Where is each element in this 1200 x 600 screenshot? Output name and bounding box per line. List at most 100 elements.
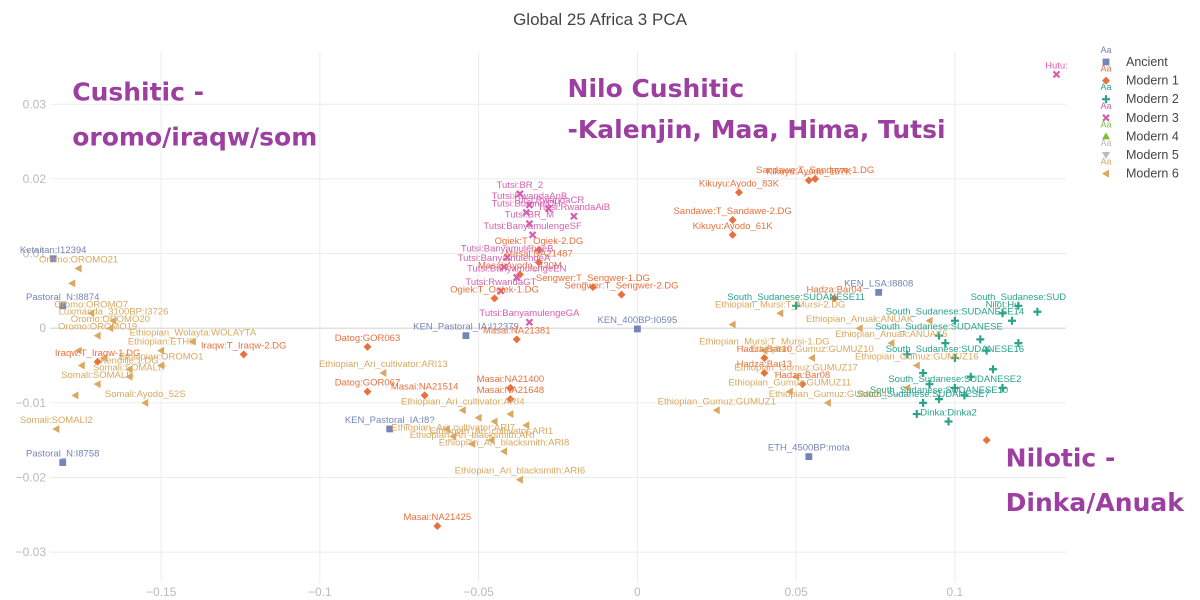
point-label: Ethiopian_Wolayta:WOLAYTA xyxy=(130,328,257,339)
point-label: Iraqw:T_Iraqw-2.DG xyxy=(201,340,287,351)
y-tick-label: 0.01 xyxy=(23,247,47,261)
data-point xyxy=(855,324,863,333)
point-label: Pastoral_N:I8758 xyxy=(26,449,99,460)
data-point xyxy=(966,372,975,381)
data-point xyxy=(792,301,801,310)
legend-marker xyxy=(1102,58,1110,66)
data-point xyxy=(544,204,553,213)
data-point xyxy=(919,368,928,377)
point-label: Pastoral_N:I8874 xyxy=(26,292,99,303)
data-point xyxy=(363,342,372,351)
data-point xyxy=(157,346,165,355)
data-point xyxy=(804,176,813,185)
point-label: Sandawe:T_Sandawe-1.DG xyxy=(756,165,874,176)
data-point xyxy=(805,453,813,460)
data-point xyxy=(363,387,372,396)
point-label: Somali:Ayodo_52S xyxy=(105,389,186,400)
data-point xyxy=(534,245,543,254)
point-label: KEN_LSA:I8808 xyxy=(844,278,913,289)
data-point xyxy=(617,290,626,299)
data-point xyxy=(474,413,482,422)
legend-label: Ancient xyxy=(1126,55,1168,69)
data-point xyxy=(59,302,67,310)
data-point xyxy=(515,475,523,484)
point-label: South_Sudanese:SUDANESE2 xyxy=(888,374,1021,385)
point-label: Tutsi:BanyamulengeB xyxy=(461,243,554,254)
legend-item[interactable]: Aa Ancient xyxy=(1100,45,1168,69)
point-label: Ethiopian_Gumuz:GUMUZ10 xyxy=(750,344,874,355)
point-label: Tutsi:RwandaCR xyxy=(513,195,585,206)
point-label: Dinka:Dinka2 xyxy=(920,408,977,419)
data-point xyxy=(728,320,736,329)
data-point xyxy=(487,436,495,445)
legend-item[interactable]: Aa Modern 4 xyxy=(1100,119,1178,143)
data-points xyxy=(49,70,1061,531)
y-tick-label: −0.01 xyxy=(16,396,47,410)
legend-text-sample: Aa xyxy=(1100,138,1111,148)
annotation-text: -Kalenjin, Maa, Hima, Tutsi xyxy=(568,115,946,144)
data-point xyxy=(998,383,1007,392)
point-label: Ethiopian_Ari_blacksmith:ARI6 xyxy=(455,466,585,477)
y-tick-label: −0.03 xyxy=(16,545,47,559)
data-point xyxy=(960,391,969,400)
data-point xyxy=(823,398,831,407)
point-label: South_Sudanese:SUD xyxy=(971,292,1067,303)
data-point xyxy=(982,436,991,445)
data-point xyxy=(77,361,85,370)
point-label: Ethiopian_Gumuz:GUMUZ11 xyxy=(728,378,851,389)
data-point xyxy=(442,424,450,433)
data-point xyxy=(875,288,883,296)
point-label: South_Sudanese:SUDANESE16 xyxy=(886,344,1024,355)
data-point xyxy=(982,346,991,355)
legend-item[interactable]: Aa Modern 1 xyxy=(1100,64,1178,88)
point-label: Sandawe:T_Sandawe-2.DG xyxy=(673,206,791,217)
data-point xyxy=(503,253,511,262)
data-point xyxy=(239,350,248,359)
legend-item[interactable]: Aa Modern 5 xyxy=(1100,138,1178,162)
point-label: Tutsi:BR_M xyxy=(505,210,554,221)
data-point xyxy=(887,339,895,348)
data-point xyxy=(776,309,784,318)
point-label: South_Sudanese:SUDANESE14 xyxy=(886,307,1024,318)
legend-item[interactable]: Aa Modern 2 xyxy=(1100,82,1178,106)
data-point xyxy=(935,395,943,404)
data-point xyxy=(93,380,101,389)
point-label: Ethiopian:ETH6 xyxy=(128,337,195,348)
data-point xyxy=(570,212,578,221)
point-label: Hutu: xyxy=(1045,60,1068,71)
point-label: Ethiopian_Mursi:T_Mursi-1.DG xyxy=(699,337,829,348)
point-label: KEN_Pastoral_IA:I12379 xyxy=(413,322,519,333)
data-point xyxy=(1008,316,1017,325)
point-label: Masai:NA21425 xyxy=(404,512,472,523)
legend-item[interactable]: Aa Modern 6 xyxy=(1100,157,1178,181)
point-label: Ethiopian_Ari_blacksmith:ARI xyxy=(410,430,535,441)
point-label: Ethiopian_Anuak:ANUAK5 xyxy=(835,329,948,340)
data-point xyxy=(74,264,82,273)
data-point xyxy=(188,337,196,346)
data-point xyxy=(71,391,79,400)
data-point xyxy=(379,368,387,377)
data-point xyxy=(525,201,534,209)
legend-item[interactable]: Aa Modern 3 xyxy=(1100,101,1178,125)
data-point xyxy=(500,447,508,456)
data-point xyxy=(912,410,921,419)
data-point xyxy=(760,346,768,355)
annotation-text: Cushitic - xyxy=(72,78,204,107)
data-point xyxy=(512,335,521,344)
point-label: Tutsi:RwandaGT xyxy=(465,277,536,288)
point-label: Ethiopian_Gumuz:GUMUZ17 xyxy=(734,363,858,374)
data-point xyxy=(141,398,149,407)
data-point xyxy=(830,294,839,303)
data-point xyxy=(52,424,60,433)
point-label: Oromo:OROMO20 xyxy=(71,314,150,325)
data-point xyxy=(490,417,498,426)
chart-title: Global 25 Africa 3 PCA xyxy=(513,10,688,29)
point-label: Tutsi:BanyamulengeA xyxy=(458,253,551,264)
data-point xyxy=(728,215,737,224)
point-label: Kikuyu:Ayodo_83K xyxy=(699,178,780,189)
point-label: Ethiopian_Gumuz:GUMUZ16 xyxy=(855,352,979,363)
data-point xyxy=(944,417,953,426)
point-label: Masai:NA21381 xyxy=(483,325,551,336)
